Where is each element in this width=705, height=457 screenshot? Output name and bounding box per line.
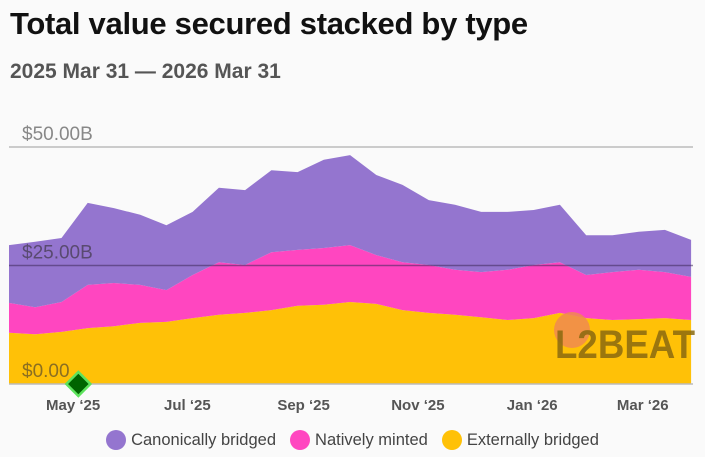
area-natively-minted: [9, 245, 692, 335]
legend-label: Externally bridged: [466, 430, 599, 449]
legend-item-canonically-bridged[interactable]: Canonically bridged: [106, 430, 276, 450]
x-tick-label: Jul ‘25: [164, 397, 211, 414]
chart-title: Total value secured stacked by type: [10, 6, 528, 41]
area-externally-bridged: [9, 302, 692, 384]
area-canonically-bridged: [9, 155, 692, 308]
legend-item-externally-bridged[interactable]: Externally bridged: [441, 430, 599, 450]
y-tick-label: $25.00B: [22, 243, 93, 264]
x-tick-label: Mar ‘26: [617, 397, 669, 414]
svg-text:L2BEAT: L2BEAT: [555, 323, 695, 367]
x-tick-label: May ‘25: [46, 397, 100, 414]
date-range-subtitle: 2025 Mar 31 — 2026 Mar 31: [10, 60, 281, 83]
legend-label: Natively minted: [315, 430, 428, 449]
legend-swatch: [441, 430, 462, 450]
legend-swatch: [106, 430, 127, 450]
l2beat-watermark: L2BEAT: [554, 312, 695, 367]
legend-swatch: [290, 430, 311, 450]
legend-label: Canonically bridged: [131, 430, 277, 449]
event-marker-diamond[interactable]: [64, 370, 93, 398]
x-tick-label: Sep ‘25: [277, 397, 330, 414]
x-tick-label: Nov ‘25: [391, 397, 444, 414]
stacked-area-chart: L2BEAT $0.00 $25.00B $50.00B May ‘25 Jul ‘2…: [9, 124, 695, 414]
x-tick-label: Jan ‘26: [507, 397, 558, 414]
y-tick-label: $0.00: [22, 361, 70, 382]
legend: Canonically bridged Natively minted Exte…: [0, 430, 705, 450]
legend-item-natively-minted[interactable]: Natively minted: [290, 430, 428, 450]
y-tick-label: $50.00B: [22, 124, 93, 145]
